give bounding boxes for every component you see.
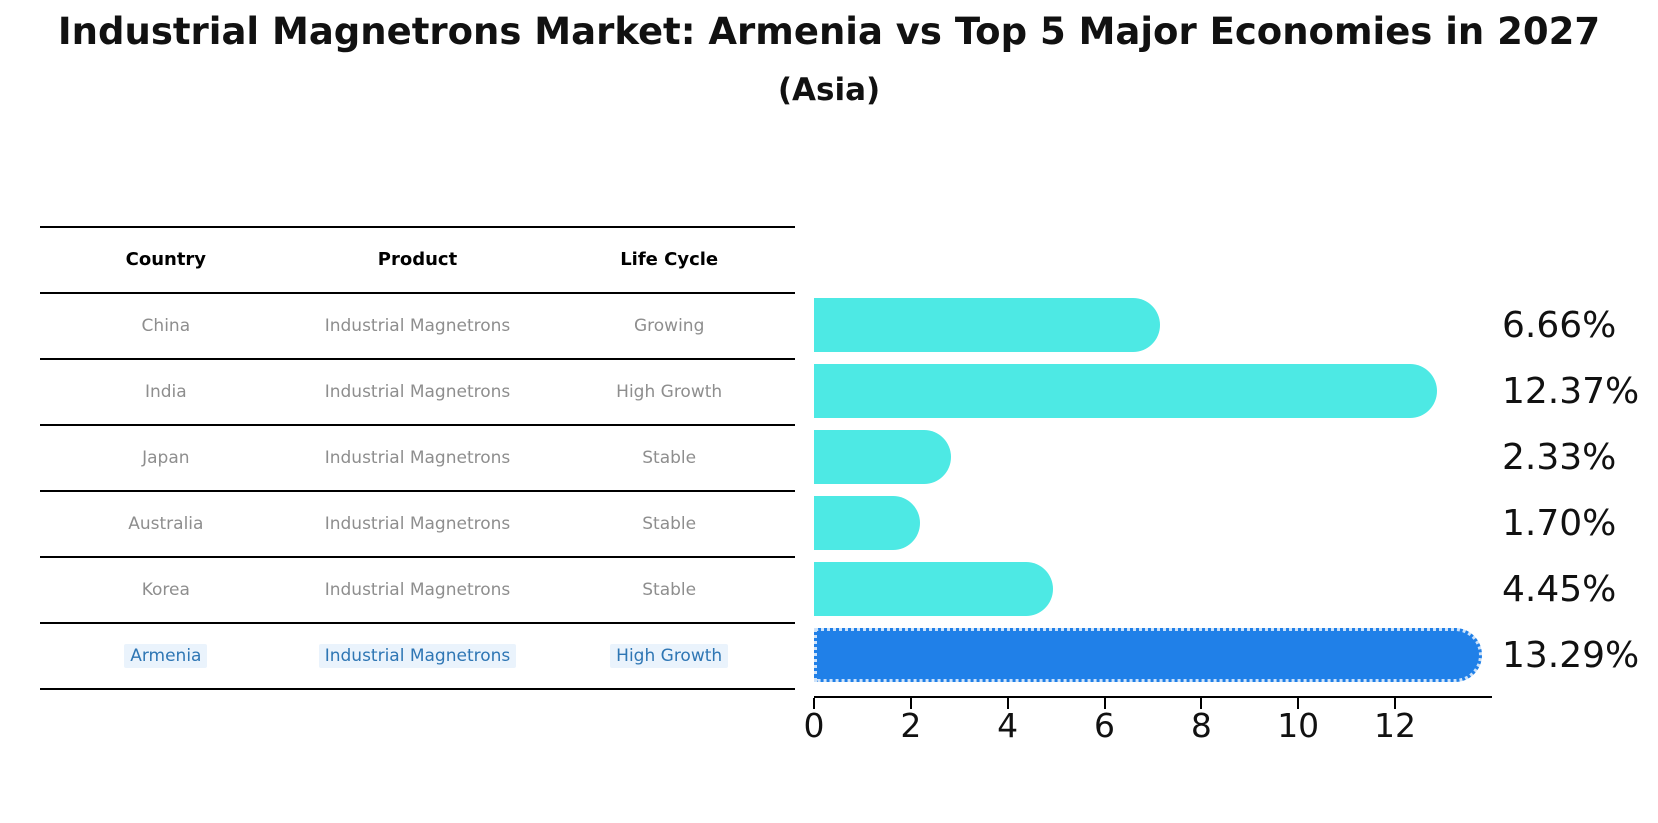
cell-country-text: China — [141, 315, 191, 336]
x-axis-line — [814, 696, 1492, 698]
bar-value-label-korea: 4.45% — [1502, 568, 1617, 610]
x-tick-8 — [1200, 698, 1203, 709]
x-tick-label-2: 2 — [900, 706, 922, 745]
table-body: China Industrial Magnetrons Growing India In… — [40, 294, 795, 690]
x-tick-label-6: 6 — [1094, 706, 1116, 745]
cell-country: Korea — [40, 580, 292, 600]
bar-japan — [814, 430, 951, 484]
cell-product-text: Industrial Magnetrons — [318, 643, 517, 668]
cell-country-text: India — [144, 381, 187, 402]
cell-product-text: Industrial Magnetrons — [324, 381, 511, 402]
bar-china — [814, 298, 1160, 352]
cell-country-text: Japan — [142, 447, 190, 468]
x-tick-label-10: 10 — [1277, 706, 1320, 745]
table-row-armenia: Armenia Industrial Magnetrons High Growth — [40, 624, 795, 690]
bar-value-label-china: 6.66% — [1502, 304, 1617, 346]
cell-product-text: Industrial Magnetrons — [324, 447, 511, 468]
x-tick-12 — [1394, 698, 1397, 709]
x-tick-2 — [909, 698, 912, 709]
bar-value-label-india: 12.37% — [1502, 370, 1640, 412]
chart-subtitle: (Asia) — [777, 72, 881, 108]
x-tick-4 — [1006, 698, 1009, 709]
bar-value-label-japan: 2.33% — [1502, 436, 1617, 478]
cell-life-cycle-text: High Growth — [610, 643, 729, 668]
cell-product: Industrial Magnetrons — [292, 448, 544, 468]
cell-product-text: Industrial Magnetrons — [324, 315, 511, 336]
bar-value-label-armenia: 13.29% — [1502, 634, 1640, 676]
cell-product-text: Industrial Magnetrons — [324, 513, 511, 534]
cell-life-cycle-text: High Growth — [616, 381, 723, 402]
cell-product: Industrial Magnetrons — [292, 382, 544, 402]
cell-product: Industrial Magnetrons — [292, 514, 544, 534]
cell-product: Industrial Magnetrons — [292, 643, 544, 668]
cell-country-text: Australia — [128, 513, 204, 534]
bar-value-label-australia: 1.70% — [1502, 502, 1617, 544]
x-tick-label-0: 0 — [803, 706, 825, 745]
bar-korea — [814, 562, 1053, 616]
cell-country: Australia — [40, 514, 292, 534]
table-row-china: China Industrial Magnetrons Growing — [40, 294, 795, 360]
cell-product-text: Industrial Magnetrons — [324, 579, 511, 600]
x-tick-label-8: 8 — [1190, 706, 1212, 745]
cell-life-cycle: Stable — [543, 580, 795, 600]
cell-country: Armenia — [40, 643, 292, 668]
cell-life-cycle: Stable — [543, 448, 795, 468]
country-table: Country Product Life Cycle China Industri… — [40, 226, 795, 690]
bar-india — [814, 364, 1437, 418]
cell-country-text: Korea — [141, 579, 190, 600]
cell-country: China — [40, 316, 292, 336]
table-row-korea: Korea Industrial Magnetrons Stable — [40, 558, 795, 624]
cell-country: Japan — [40, 448, 292, 468]
bar-armenia — [814, 628, 1482, 682]
cell-life-cycle: High Growth — [543, 382, 795, 402]
cell-life-cycle: Growing — [543, 316, 795, 336]
cell-product: Industrial Magnetrons — [292, 316, 544, 336]
cell-life-cycle: Stable — [543, 514, 795, 534]
column-header-country: Country — [125, 249, 207, 271]
table-row-india: India Industrial Magnetrons High Growth — [40, 360, 795, 426]
table-row-australia: Australia Industrial Magnetrons Stable — [40, 492, 795, 558]
cell-product: Industrial Magnetrons — [292, 580, 544, 600]
column-header-product: Product — [377, 249, 458, 271]
cell-life-cycle-text: Growing — [633, 315, 705, 336]
cell-country-text: Armenia — [124, 643, 208, 668]
x-tick-label-12: 12 — [1374, 706, 1417, 745]
cell-country: India — [40, 382, 292, 402]
cell-life-cycle-text: Stable — [642, 579, 697, 600]
cell-life-cycle-text: Stable — [642, 447, 697, 468]
x-tick-6 — [1103, 698, 1106, 709]
chart-title: Industrial Magnetrons Market: Armenia vs… — [57, 10, 1601, 53]
x-tick-10 — [1297, 698, 1300, 709]
table-row-japan: Japan Industrial Magnetrons Stable — [40, 426, 795, 492]
cell-life-cycle: High Growth — [543, 643, 795, 668]
column-header-life-cycle: Life Cycle — [620, 249, 719, 271]
x-tick-0 — [813, 698, 815, 709]
table-header-row: Country Product Life Cycle — [40, 228, 795, 294]
bar-australia — [814, 496, 920, 550]
cell-life-cycle-text: Stable — [642, 513, 697, 534]
x-tick-label-4: 4 — [997, 706, 1019, 745]
